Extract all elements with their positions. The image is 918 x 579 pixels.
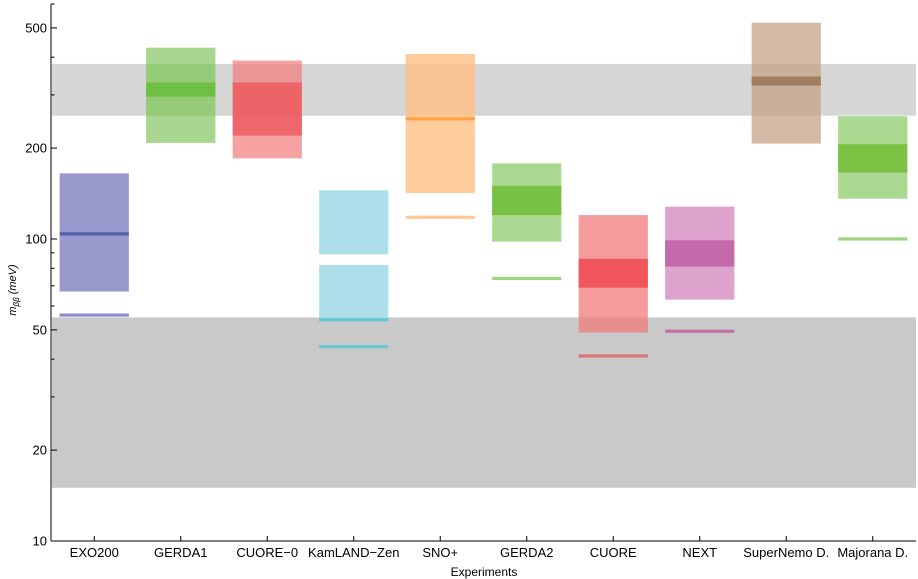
range-band	[146, 82, 216, 97]
series-5	[405, 53, 475, 219]
y-ticks: 10 20 50 100 200 500	[25, 3, 57, 549]
range-band	[319, 265, 389, 320]
limit-line	[578, 354, 648, 358]
svg-text:mββ (meV): mββ (meV)	[7, 264, 21, 316]
x-tick-label: Majorana D.	[837, 545, 908, 560]
y-tick-label: 100	[25, 232, 47, 247]
x-tick-label: NEXT	[682, 545, 717, 560]
x-tick-label: KamLAND−Zen	[308, 545, 399, 560]
range-band	[838, 144, 908, 173]
series-7	[578, 215, 648, 358]
range-band	[319, 190, 389, 255]
series-8	[665, 206, 735, 333]
limit-line	[405, 215, 475, 219]
series-1	[59, 173, 129, 317]
x-tick-label: CUORE	[590, 545, 637, 560]
y-axis-title-main: m	[7, 306, 19, 315]
y-axis-title-sub: ββ	[12, 297, 21, 308]
series-4	[319, 190, 389, 349]
series-10	[838, 116, 908, 241]
range-band	[492, 185, 562, 216]
x-tick-label: EXO200	[70, 545, 119, 560]
y-tick-label: 50	[33, 322, 47, 337]
range-band	[665, 240, 735, 267]
x-ticks: EXO200 GERDA1 CUORE−0 KamLAND−Zen SNO+ GERDA2…	[70, 536, 908, 560]
limit-line	[59, 232, 129, 236]
range-band	[751, 76, 821, 86]
y-tick-label: 10	[33, 534, 47, 549]
x-tick-label: SNO+	[422, 545, 458, 560]
series-2	[146, 47, 216, 143]
series-3	[232, 60, 302, 159]
x-tick-label: GERDA1	[154, 545, 207, 560]
range-band	[405, 53, 475, 194]
y-tick-label: 20	[33, 443, 47, 458]
x-tick-label: SuperNemo D.	[743, 545, 829, 560]
y-tick-label: 500	[25, 20, 47, 35]
y-axis-title-units: (meV)	[7, 264, 19, 297]
limit-line	[838, 237, 908, 241]
axes	[50, 4, 916, 542]
limit-line	[319, 345, 389, 349]
experiment-ranges	[59, 22, 908, 358]
limit-line	[59, 313, 129, 317]
x-tick-label: GERDA2	[500, 545, 553, 560]
x-tick-label: CUORE−0	[236, 545, 298, 560]
y-axis-title: mββ (meV)	[7, 264, 21, 316]
limit-line	[665, 329, 735, 333]
series-6	[492, 163, 562, 281]
x-axis-title: Experiments	[451, 565, 518, 579]
series-9	[751, 22, 821, 144]
y-tick-label: 200	[25, 141, 47, 156]
range-band	[578, 258, 648, 288]
limit-line	[492, 276, 562, 281]
limit-line	[319, 318, 389, 322]
range-band	[232, 82, 302, 136]
limit-line	[405, 117, 475, 121]
reference-band-2	[52, 317, 916, 488]
